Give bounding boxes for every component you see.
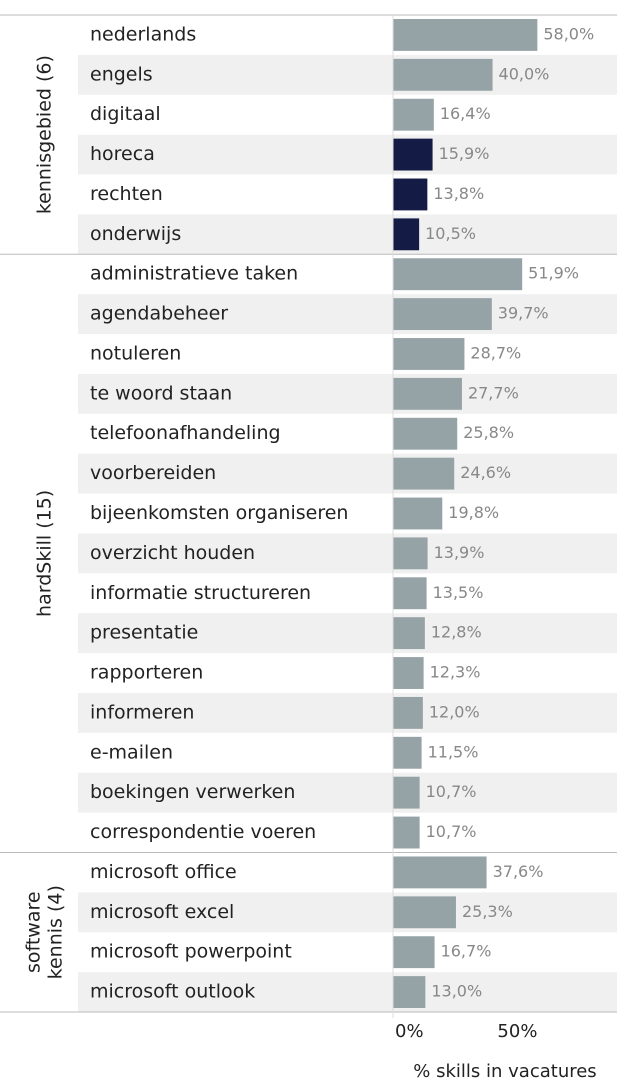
bar: [393, 298, 492, 331]
category-label: digitaal: [90, 103, 161, 125]
category-label: e-mailen: [90, 741, 173, 763]
category-label: correspondentie voeren: [90, 821, 316, 843]
row-band: [78, 772, 617, 813]
value-label: 19,8%: [448, 503, 499, 522]
bar: [393, 896, 456, 929]
value-label: 27,7%: [468, 383, 519, 402]
group-label: kennis (4): [45, 885, 67, 979]
row-band: [78, 613, 617, 654]
category-label: microsoft excel: [90, 901, 234, 923]
value-label: 11,5%: [428, 742, 479, 761]
category-label: rapporteren: [90, 662, 203, 684]
category-label: bijeenkomsten organiseren: [90, 502, 348, 524]
x-tick-label: 50%: [497, 1021, 537, 1042]
value-label: 37,6%: [493, 862, 544, 881]
value-label: 28,7%: [470, 343, 521, 362]
value-label: 25,8%: [463, 423, 514, 442]
row-band: [78, 134, 617, 175]
value-label: 10,7%: [426, 782, 477, 801]
bar: [393, 497, 443, 530]
bar: [393, 856, 487, 889]
value-label: 24,6%: [460, 463, 511, 482]
category-label: horeca: [90, 143, 155, 165]
value-label: 16,4%: [440, 104, 491, 123]
bar: [393, 617, 425, 650]
x-tick-label: 0%: [395, 1021, 424, 1042]
category-label: rechten: [90, 183, 163, 205]
value-label: 12,3%: [430, 663, 481, 682]
category-label: informatie structureren: [90, 582, 311, 604]
category-label: agendabeheer: [90, 303, 228, 325]
bar: [393, 417, 458, 450]
value-label: 25,3%: [462, 902, 513, 921]
bar: [393, 98, 434, 131]
category-label: telefoonafhandeling: [90, 422, 281, 444]
value-label: 12,0%: [429, 702, 480, 721]
category-label: microsoft outlook: [90, 981, 255, 1003]
bar: [393, 736, 422, 769]
category-label: te woord staan: [90, 382, 232, 404]
bar: [393, 657, 424, 689]
category-label: microsoft powerpoint: [90, 941, 292, 963]
category-label: onderwijs: [90, 223, 181, 245]
category-label: nederlands: [90, 23, 196, 45]
value-label: 13,9%: [434, 543, 485, 562]
category-label: microsoft office: [90, 861, 237, 883]
value-label: 39,7%: [498, 304, 549, 323]
value-label: 58,0%: [543, 24, 594, 43]
value-label: 10,5%: [425, 224, 476, 243]
bar: [393, 218, 420, 251]
bar: [393, 178, 428, 211]
group-label: kennisgebied (6): [34, 55, 56, 214]
bar: [393, 19, 538, 51]
row-band: [78, 294, 617, 335]
bar: [393, 776, 420, 809]
value-label: 13,8%: [433, 184, 484, 203]
value-label: 40,0%: [499, 64, 550, 83]
bar: [393, 338, 465, 370]
bar: [393, 537, 428, 570]
bar: [393, 58, 493, 91]
category-label: administratieve taken: [90, 263, 298, 285]
row-band: [78, 533, 617, 574]
value-label: 13,0%: [431, 982, 482, 1001]
category-label: overzicht houden: [90, 542, 255, 564]
group-label: hardSkill (15): [34, 490, 56, 617]
category-label: voorbereiden: [90, 462, 216, 484]
row-band: [78, 373, 617, 414]
category-label: notuleren: [90, 342, 181, 364]
value-label: 51,9%: [528, 264, 579, 283]
bar: [393, 258, 523, 291]
category-label: informeren: [90, 701, 194, 723]
category-label: boekingen verwerken: [90, 781, 295, 803]
bar: [393, 138, 433, 171]
value-label: 12,8%: [431, 623, 482, 642]
row-band: [78, 54, 617, 95]
category-label: engels: [90, 63, 153, 85]
row-band: [78, 892, 617, 933]
bar: [393, 577, 427, 610]
value-label: 15,9%: [439, 144, 490, 163]
row-band: [78, 692, 617, 733]
row-band: [78, 453, 617, 494]
x-axis-label: % skills in vacatures: [413, 1061, 596, 1082]
category-label: presentatie: [90, 622, 198, 644]
bar: [393, 816, 420, 849]
group-label: software: [23, 891, 45, 973]
row-band: [78, 972, 617, 1012]
value-label: 16,7%: [441, 942, 492, 961]
bar: [393, 457, 455, 490]
row-band: [78, 214, 617, 255]
bar: [393, 936, 435, 969]
value-label: 10,7%: [426, 822, 477, 841]
bar: [393, 976, 426, 1008]
value-label: 13,5%: [433, 583, 484, 602]
bar: [393, 377, 462, 410]
bar: [393, 696, 423, 729]
